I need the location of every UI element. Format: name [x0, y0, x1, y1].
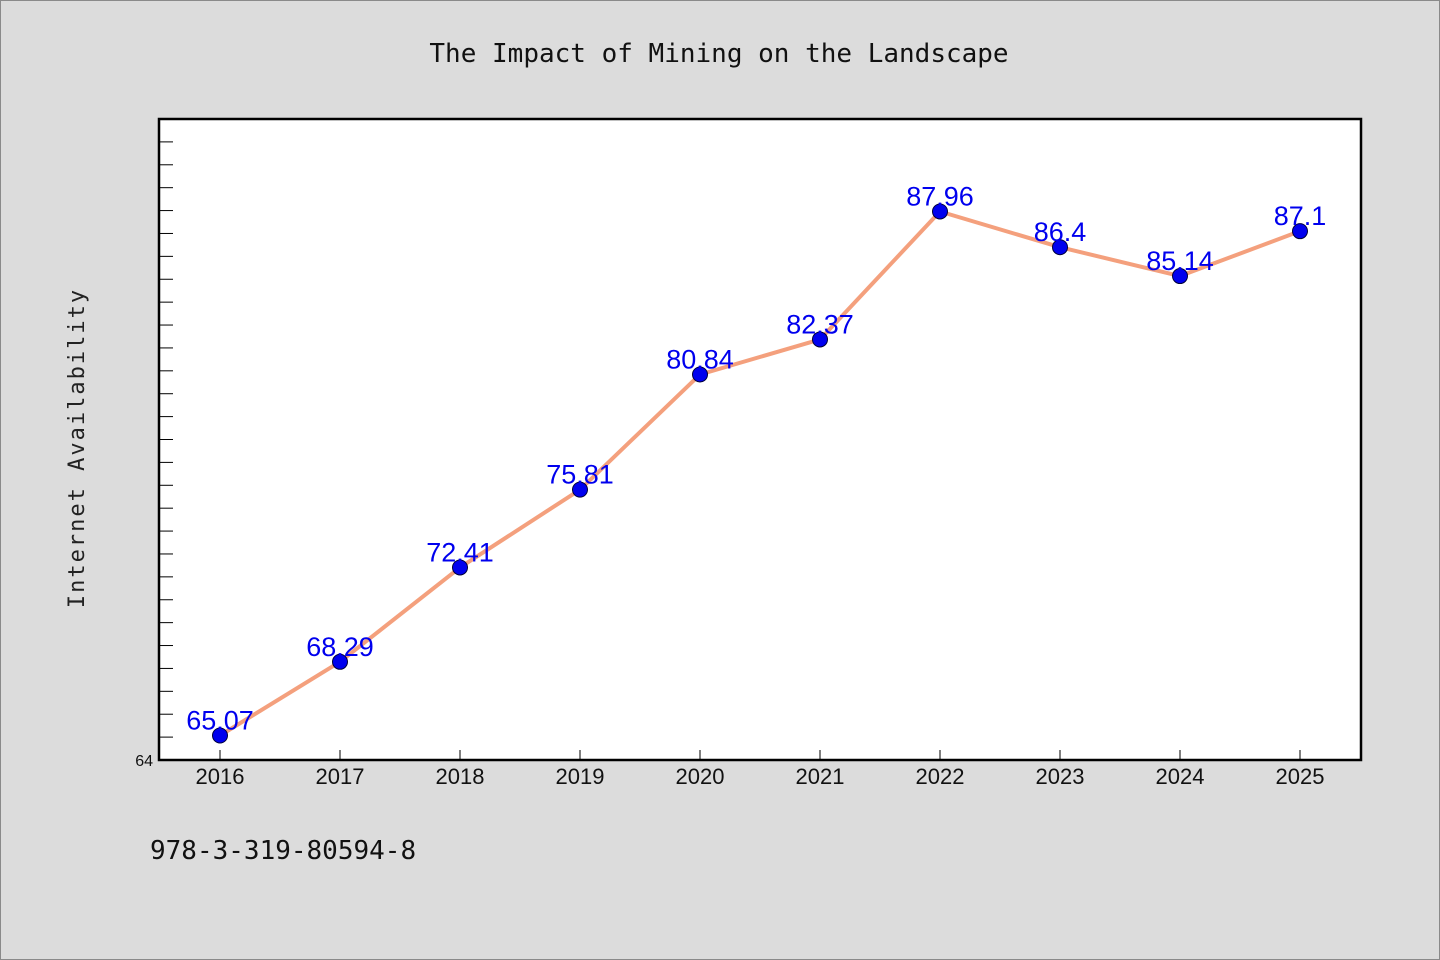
data-point: [932, 203, 948, 220]
y-axis-label: Internet Availability: [65, 288, 90, 608]
x-tick-label: 2022: [916, 764, 965, 789]
data-point: [572, 481, 588, 498]
data-label: 65.07: [186, 706, 254, 736]
data-label: 72.41: [426, 537, 494, 567]
series-line: [218, 209, 1302, 738]
x-tick-label: 2019: [556, 764, 605, 789]
data-label: 85.14: [1146, 246, 1214, 276]
data-label: 87.96: [906, 181, 974, 211]
plot-area: [157, 117, 1363, 762]
data-label: 80.84: [666, 344, 734, 374]
x-tick-label: 2024: [1156, 764, 1205, 789]
data-label: 68.29: [306, 632, 374, 662]
x-tick-label: 2018: [436, 764, 485, 789]
data-label: 87.1: [1274, 201, 1327, 231]
data-point: [332, 653, 348, 670]
data-point: [812, 331, 828, 348]
chart-title: The Impact of Mining on the Landscape: [429, 39, 1008, 69]
x-tick-label: 2017: [316, 764, 365, 789]
data-label: 75.81: [546, 460, 614, 490]
data-point: [452, 559, 468, 576]
data-point: [1052, 239, 1068, 256]
data-point: [212, 727, 228, 744]
series-group: 65.07 68.29 72.41 75.81 80.84 82.37 87.96 86.4 8…: [186, 181, 1327, 744]
x-tick-label: 2016: [196, 764, 245, 789]
data-point: [692, 366, 708, 383]
y-axis-ticks: 64: [135, 141, 173, 770]
x-tick-label: 2021: [796, 764, 845, 789]
x-tick-label: 2020: [676, 764, 725, 789]
y-tick-label: 64: [135, 753, 153, 770]
footer-code: 978-3-319-80594-8: [150, 836, 417, 866]
x-tick-label: 2023: [1036, 764, 1085, 789]
data-point: [1292, 223, 1308, 240]
data-label: 82.37: [786, 309, 854, 339]
x-tick-label: 2025: [1276, 764, 1325, 789]
data-point: [1172, 268, 1188, 285]
data-label: 86.4: [1034, 217, 1087, 247]
x-axis-ticks: 2016 2017 2018 2019 2020 2021 2022 2023 2024 2025: [196, 750, 1325, 789]
